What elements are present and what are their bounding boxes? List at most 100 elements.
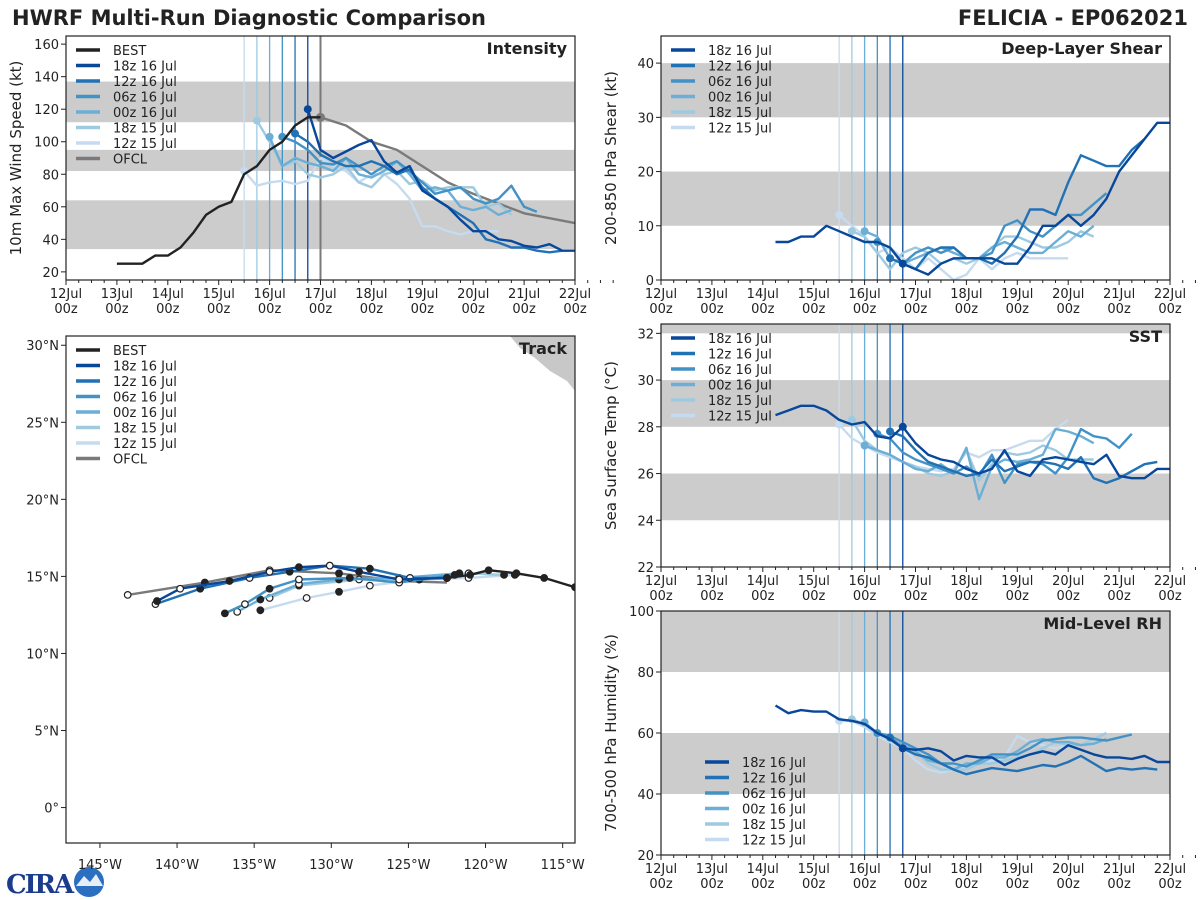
legend-label: 06z 16 Jul: [113, 391, 177, 406]
x-tick-date: 17Jul: [899, 574, 931, 589]
x-tick-date: 22Jul: [559, 287, 591, 302]
x-tick-hour: 00z: [207, 302, 231, 317]
x-tick-hour: 00z: [360, 302, 384, 317]
legend-label: 12z 15 Jul: [113, 437, 177, 452]
legend-label: 12z 15 Jul: [742, 834, 806, 849]
y-tick-label: 15°N: [26, 570, 59, 585]
legend-label: 18z 15 Jul: [113, 422, 177, 437]
svg-text:CIRA: CIRA: [6, 870, 75, 900]
legend-label: 06z 16 Jul: [113, 91, 177, 106]
x-tick-label: 120°W: [463, 858, 507, 873]
series-line-00z-16-jul: [864, 427, 1095, 501]
legend-label: 18z 15 Jul: [113, 122, 177, 137]
series-line-12z-16-jul: [294, 132, 563, 254]
storm-id: FELICIA - EP062021: [958, 6, 1188, 30]
series-line-best: [116, 116, 321, 265]
y-axis-label: Sea Surface Temp (°C): [602, 361, 620, 530]
x-tick-hour: 00z: [156, 302, 180, 317]
x-tick-date: 20Jul: [1052, 574, 1084, 589]
init-point: [847, 227, 856, 236]
legend-label: 18z 16 Jul: [742, 756, 806, 771]
track-point: [265, 567, 274, 576]
x-tick-date: 15Jul: [798, 862, 830, 877]
legend-label: 12z 15 Jul: [113, 137, 177, 152]
legend-label: 12z 16 Jul: [113, 375, 177, 390]
track-point: [220, 609, 229, 618]
track-point: [225, 577, 234, 585]
legend-label: 00z 16 Jul: [113, 106, 177, 121]
y-tick-label: 40: [637, 57, 654, 72]
panel-title: SST: [1129, 327, 1162, 346]
x-tick-date: 19Jul: [1001, 862, 1033, 877]
legend-label: 06z 16 Jul: [708, 75, 772, 90]
series-line-18z-15-jul: [255, 119, 513, 216]
threshold-band: [661, 380, 1170, 427]
legend-label: 06z 16 Jul: [742, 787, 806, 802]
x-tick-date: 22Jul: [1154, 287, 1186, 302]
y-tick-label: 25°N: [26, 416, 59, 431]
x-tick-date: 16Jul: [253, 287, 285, 302]
legend-label: BEST: [113, 344, 146, 359]
x-tick-hour: 00z: [904, 877, 928, 892]
y-tick-label: 10°N: [26, 647, 59, 662]
init-point: [860, 227, 869, 236]
y-tick-label: 5°N: [35, 725, 60, 740]
x-tick-date: 12Jul: [645, 287, 677, 302]
x-tick-hour: 00z: [1107, 302, 1131, 317]
x-tick-date: 16Jul: [848, 574, 880, 589]
track-point: [365, 564, 374, 573]
x-tick-hour: 00z: [1158, 589, 1182, 604]
y-tick-label: 28: [637, 421, 654, 436]
x-tick-hour: 00z: [955, 877, 979, 892]
x-tick-date: 21Jul: [1103, 862, 1135, 877]
x-tick-hour: 00z: [802, 302, 826, 317]
x-tick-date: 18Jul: [950, 862, 982, 877]
x-tick-date: 17Jul: [899, 287, 931, 302]
legend-label: 18z 16 Jul: [708, 44, 772, 59]
x-tick-hour: 00z: [751, 589, 775, 604]
x-tick-date: 14Jul: [747, 574, 779, 589]
track-point: [176, 584, 185, 593]
y-tick-label: 0°: [44, 802, 59, 817]
x-tick-hour: 00z: [54, 302, 78, 317]
legend-label: 18z 16 Jul: [113, 360, 177, 375]
legend-label: 00z 16 Jul: [708, 91, 772, 106]
x-tick-hour: 00z: [1006, 302, 1030, 317]
series-line-12z-16-jul: [889, 430, 1158, 485]
series-line-best: [446, 569, 575, 589]
x-tick-date: 14Jul: [152, 287, 184, 302]
x-tick-hour: 00z: [853, 589, 877, 604]
x-tick-hour: 00z: [1107, 877, 1131, 892]
x-tick-date: 17Jul: [899, 862, 931, 877]
x-tick-hour: 00z: [1107, 589, 1131, 604]
x-tick-date: 22Jul: [1154, 862, 1186, 877]
x-tick-date: 13Jul: [101, 287, 133, 302]
y-tick-label: 26: [637, 468, 654, 483]
series-line-18z-16-jul: [775, 404, 1170, 480]
x-tick-hour: 00z: [1057, 302, 1081, 317]
x-tick-hour: 00z: [700, 877, 724, 892]
land-mass: [510, 336, 575, 391]
init-point: [860, 441, 869, 450]
series-line-ofcl: [320, 116, 575, 225]
legend-label: 12z 15 Jul: [708, 410, 772, 425]
threshold-band: [661, 63, 1170, 118]
series-line-12z-16-jul: [889, 138, 1146, 271]
x-tick-label: 145°W: [78, 858, 122, 873]
x-tick-date: 12Jul: [50, 287, 82, 302]
x-tick-hour: 00z: [309, 302, 333, 317]
legend-label: 12z 16 Jul: [708, 60, 772, 75]
y-tick-label: 100: [34, 136, 59, 151]
series-line-18z-16-jul: [306, 108, 575, 252]
x-tick-hour: 00z: [853, 302, 877, 317]
y-axis-label: 200-850 hPa Shear (kt): [602, 71, 620, 245]
x-tick-date: 16Jul: [848, 287, 880, 302]
track-point: [325, 561, 334, 570]
x-tick-date: 18Jul: [950, 574, 982, 589]
legend-label: 00z 16 Jul: [708, 379, 772, 394]
x-tick-date: 16Jul: [848, 862, 880, 877]
init-point: [898, 422, 907, 431]
series-line-18z-16-jul: [775, 121, 1170, 276]
